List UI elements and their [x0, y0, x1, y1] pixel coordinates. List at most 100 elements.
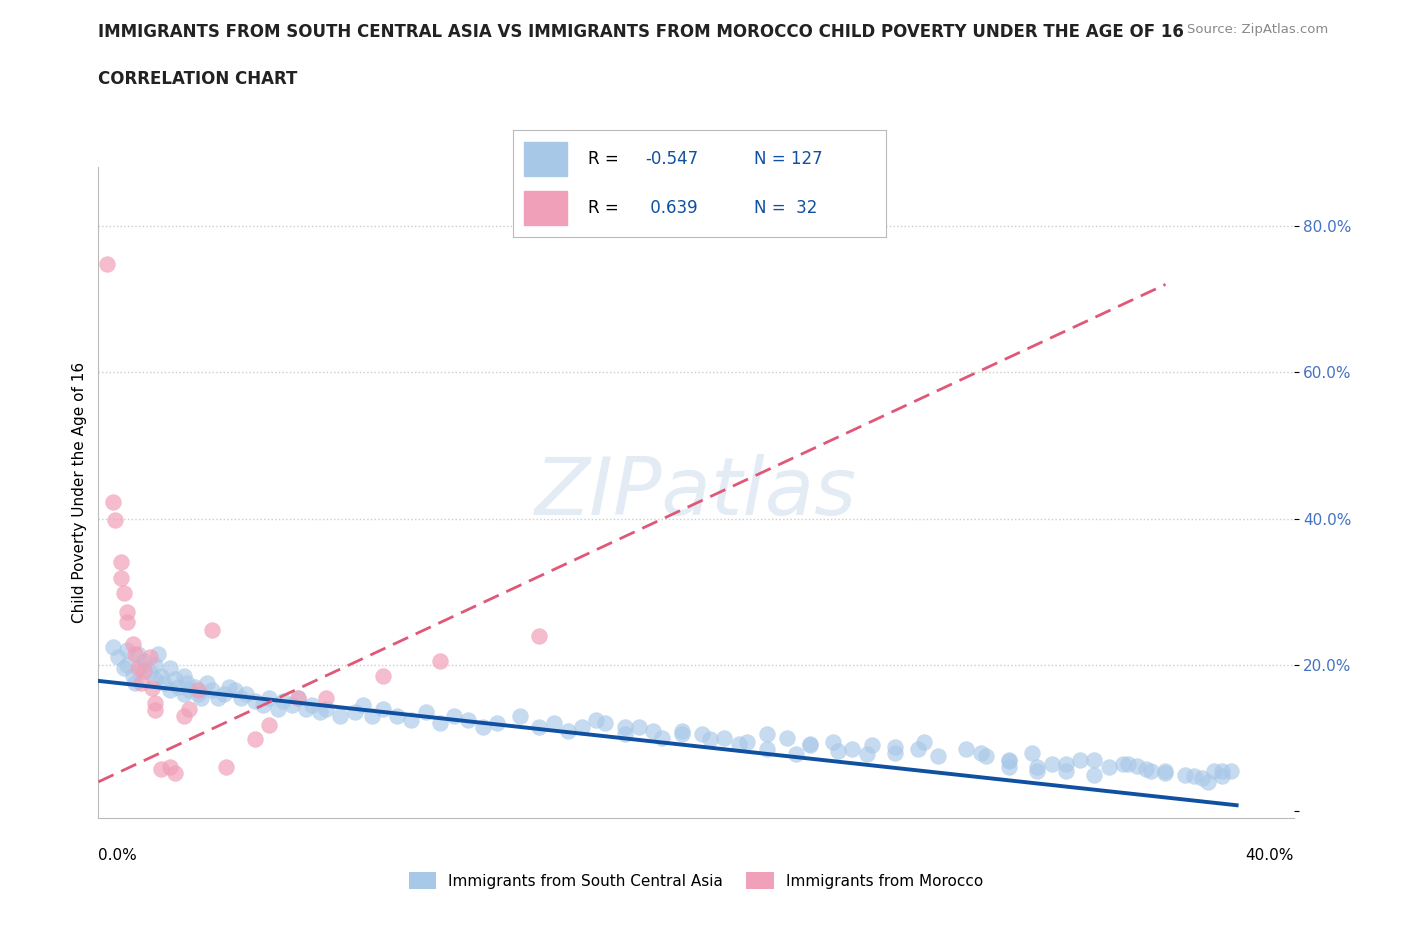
Point — [167, 679, 190, 694]
Point — [855, 747, 877, 762]
Point — [235, 686, 257, 701]
Point — [628, 720, 651, 735]
Point — [1026, 760, 1049, 775]
Point — [1174, 767, 1197, 782]
Point — [215, 760, 238, 775]
Point — [104, 512, 127, 527]
Point — [179, 701, 201, 716]
Y-axis label: Child Poverty Under the Age of 16: Child Poverty Under the Age of 16 — [72, 363, 87, 623]
Point — [690, 727, 713, 742]
Point — [184, 679, 207, 694]
Point — [571, 720, 593, 735]
Point — [201, 683, 224, 698]
Point — [243, 732, 266, 747]
Point — [557, 724, 579, 738]
Bar — [524, 142, 567, 176]
Point — [115, 604, 138, 619]
Point — [129, 675, 152, 690]
Point — [121, 637, 143, 652]
Point — [124, 675, 146, 690]
Point — [115, 643, 138, 658]
Point — [287, 690, 309, 705]
Point — [1069, 752, 1091, 767]
Text: 0.0%: 0.0% — [98, 848, 138, 863]
Point — [1126, 758, 1149, 773]
Point — [212, 686, 235, 701]
Point — [309, 705, 332, 720]
Text: -0.547: -0.547 — [645, 150, 699, 168]
Point — [776, 730, 799, 745]
Point — [252, 698, 274, 712]
Point — [509, 709, 531, 724]
Point — [860, 737, 883, 752]
Point — [401, 712, 423, 727]
Point — [727, 737, 749, 751]
Point — [110, 555, 132, 570]
Legend: Immigrants from South Central Asia, Immigrants from Morocco: Immigrants from South Central Asia, Immi… — [402, 866, 990, 896]
Text: Source: ZipAtlas.com: Source: ZipAtlas.com — [1188, 23, 1329, 36]
Point — [187, 686, 209, 701]
Point — [1154, 764, 1177, 778]
Point — [159, 760, 181, 775]
Point — [132, 654, 155, 669]
Point — [756, 741, 779, 756]
Point — [821, 734, 844, 749]
Point — [651, 730, 673, 745]
Point — [121, 669, 143, 684]
Point — [143, 696, 166, 711]
Point — [1182, 768, 1205, 783]
Point — [799, 737, 821, 751]
Point — [315, 690, 337, 705]
Point — [1202, 764, 1225, 778]
Point — [179, 683, 201, 698]
Point — [385, 709, 409, 724]
Point — [124, 646, 146, 661]
Point — [671, 727, 693, 742]
Point — [173, 686, 195, 701]
Point — [1021, 745, 1043, 760]
Point — [613, 720, 636, 735]
Point — [974, 749, 997, 764]
Point — [429, 654, 451, 669]
Point — [273, 694, 295, 709]
Point — [159, 661, 181, 676]
Point — [1054, 756, 1077, 771]
Point — [150, 669, 173, 684]
Point — [543, 716, 565, 731]
Point — [371, 701, 394, 716]
Point — [127, 646, 149, 661]
Text: 0.639: 0.639 — [645, 199, 699, 218]
Point — [159, 683, 181, 698]
Point — [457, 712, 479, 727]
Point — [110, 571, 132, 586]
Point — [1140, 764, 1163, 778]
Point — [257, 690, 280, 705]
Point — [1154, 765, 1177, 780]
Point — [112, 661, 135, 676]
Point — [143, 672, 166, 687]
Point — [1097, 760, 1119, 775]
Point — [1219, 764, 1241, 778]
Point — [1026, 764, 1049, 778]
Point — [1211, 764, 1233, 778]
Point — [799, 737, 821, 752]
Point — [281, 698, 304, 712]
Point — [360, 709, 382, 724]
Point — [613, 727, 636, 742]
Point — [315, 701, 337, 716]
Bar — [524, 192, 567, 225]
Point — [969, 745, 991, 760]
Point — [224, 683, 246, 698]
Point — [329, 709, 352, 724]
Point — [267, 701, 290, 716]
Point — [699, 732, 721, 747]
Text: 40.0%: 40.0% — [1246, 848, 1294, 863]
Text: CORRELATION CHART: CORRELATION CHART — [98, 70, 298, 87]
Point — [143, 703, 166, 718]
Point — [471, 720, 494, 735]
Point — [443, 709, 465, 724]
Point — [1083, 767, 1105, 782]
Text: R =: R = — [588, 150, 624, 168]
Point — [1197, 775, 1219, 790]
Point — [207, 690, 229, 705]
